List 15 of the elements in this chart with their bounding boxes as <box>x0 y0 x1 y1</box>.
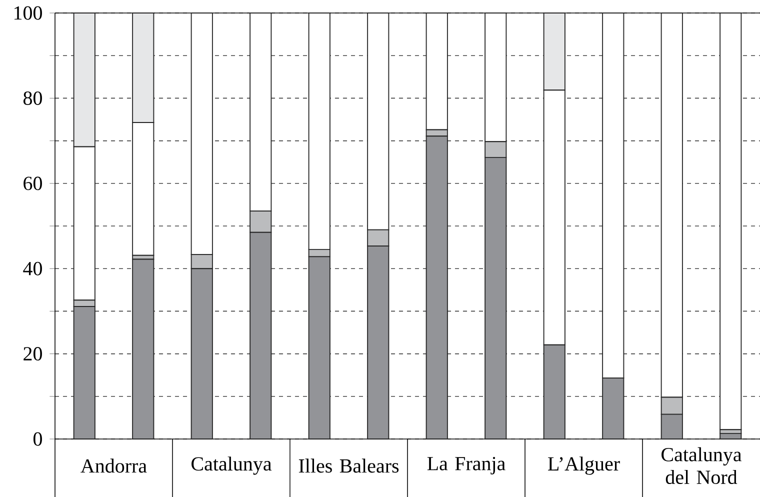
bar <box>720 12 742 430</box>
y-tick-label: 60 <box>24 176 42 190</box>
y-tick-label: 100 <box>14 6 42 20</box>
y-tick-label: 40 <box>23 262 42 276</box>
x-tick-label: L’Alguer <box>548 456 620 475</box>
y-tick-label: 0 <box>33 432 42 446</box>
y-tick-label: 20 <box>24 347 42 361</box>
bar <box>720 432 742 440</box>
bar <box>132 258 154 440</box>
x-tick-label: La Franja <box>427 456 506 474</box>
x-tick-label: Catalunya del Nord <box>662 447 742 484</box>
x-tick-label: Catalunya <box>192 456 272 475</box>
x-tick-label: Illes Balears <box>298 458 399 473</box>
x-tick-label: Andorra <box>80 458 147 473</box>
y-tick-label: 80 <box>23 91 42 105</box>
